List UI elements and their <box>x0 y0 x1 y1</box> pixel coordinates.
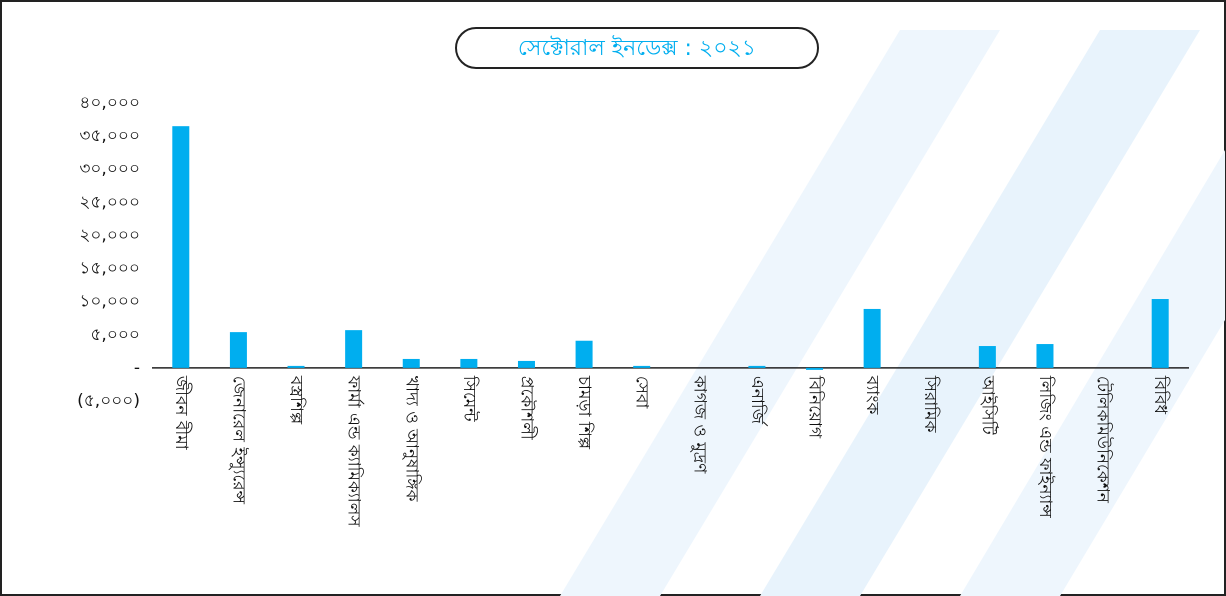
x-tick-label: চামড়া শিল্প <box>574 375 595 450</box>
bg-stripe <box>560 30 1000 596</box>
bar <box>748 365 766 368</box>
x-tick-label: এনার্জি <box>747 376 768 427</box>
x-tick-label: বিনিয়োগ <box>805 375 826 439</box>
bg-stripe <box>760 30 1200 596</box>
x-tick-label: আইসিটি <box>977 375 998 436</box>
y-tick-label: ৪০,০০০ <box>79 93 140 113</box>
bar <box>172 126 190 368</box>
x-tick-label: সিরামিক <box>920 375 941 434</box>
bar <box>575 340 593 368</box>
bar <box>345 330 363 368</box>
y-tick-label: ১৫,০০০ <box>79 259 140 279</box>
bar <box>229 332 247 368</box>
x-tick-label: ব্যাংক <box>862 375 882 416</box>
x-tick-label: সেবা <box>632 376 652 410</box>
x-tick-label: খাদ্য ও আনুষাঙ্গিক <box>401 376 422 503</box>
x-tick-label: টেলিকমিউনিকেশন <box>1093 376 1114 504</box>
y-tick-label: ২০,০০০ <box>79 225 140 245</box>
bar <box>517 360 535 368</box>
bar <box>460 358 478 368</box>
x-tick-label: বিবিধ <box>1150 375 1171 415</box>
x-tick-label: জেনারেল ইন্স্যুরেন্স <box>228 376 248 505</box>
bar <box>402 358 420 368</box>
x-tick-label: জীবন বীমা <box>171 375 192 451</box>
y-tick-label: ৫,০০০ <box>90 325 140 345</box>
bar <box>287 365 305 368</box>
y-tick-label: ২৫,০০০ <box>79 192 140 212</box>
y-tick-label: ৩৫,০০০ <box>79 126 140 146</box>
x-tick-label: সিমেন্ট <box>459 375 480 422</box>
bar <box>1151 299 1169 368</box>
x-tick-label: ফার্মা এন্ড ক্যামিক্যালস <box>344 375 365 528</box>
title-pill <box>455 27 819 69</box>
bar <box>863 308 881 368</box>
y-tick-label: ৩০,০০০ <box>79 159 140 179</box>
bar <box>806 367 824 370</box>
y-tick-label: - <box>134 358 140 378</box>
y-tick-label: ১০,০০০ <box>79 292 140 312</box>
x-tick-label: লিজিং এন্ড ফাইন্যান্স <box>1035 375 1056 518</box>
x-tick-label: কাগজ ও মুদ্রণ <box>689 375 709 474</box>
bar <box>633 365 651 368</box>
y-tick-label: (৫,০০০) <box>77 391 140 411</box>
chart-title: সেক্টোরাল ইনডেক্স : ২০২১ <box>518 35 756 61</box>
bar <box>1036 344 1054 368</box>
x-tick-label: বস্ত্রশিল্প <box>286 375 307 425</box>
bar <box>978 346 996 368</box>
x-tick-label: প্রকৌশলী <box>516 376 537 441</box>
bg-stripe <box>960 150 1225 596</box>
